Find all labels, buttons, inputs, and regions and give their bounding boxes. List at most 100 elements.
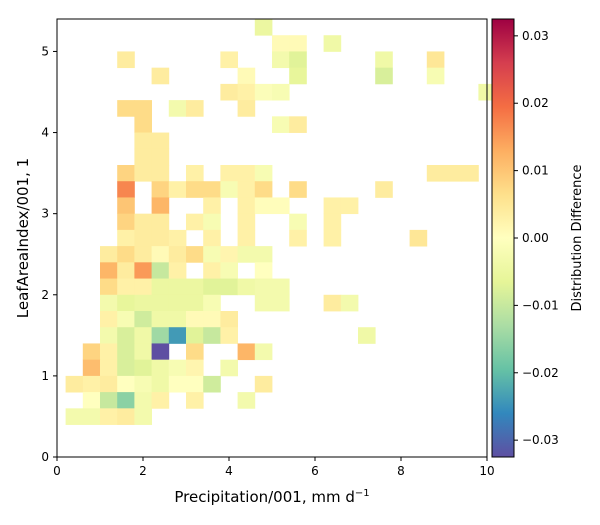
- heatmap-cell: [117, 165, 135, 182]
- heatmap-cell: [134, 116, 152, 133]
- heatmap-cell: [117, 392, 135, 409]
- heatmap-cell: [220, 83, 238, 101]
- heatmap-cell: [203, 375, 221, 393]
- y-tick-label: 4: [41, 126, 49, 140]
- heatmap-cell: [254, 278, 273, 296]
- heatmap-cell: [323, 197, 342, 215]
- colorbar-label: Distribution Difference: [570, 165, 585, 312]
- heatmap-cell: [444, 165, 462, 182]
- heatmap-cell: [186, 311, 204, 328]
- heatmap-cell: [134, 148, 152, 166]
- heatmap-cell: [254, 262, 273, 279]
- heatmap-cell: [203, 213, 221, 231]
- heatmap-cell: [203, 246, 221, 263]
- colorbar-tick-label: 0.00: [522, 231, 549, 245]
- heatmap-cell: [117, 197, 135, 215]
- heatmap-cell: [117, 246, 135, 263]
- plot-frame: [56, 18, 488, 458]
- heatmap-cell: [100, 408, 118, 425]
- heatmap-cell: [254, 246, 273, 263]
- heatmap-cell: [134, 392, 152, 409]
- heatmap-cell: [323, 35, 342, 52]
- y-tick-label: 3: [41, 207, 49, 221]
- heatmap-cell: [237, 100, 256, 117]
- heatmap-cell: [254, 343, 273, 361]
- heatmap-cell: [151, 132, 170, 150]
- heatmap-cell: [151, 67, 170, 85]
- heatmap-cell: [151, 165, 170, 182]
- heatmap-cell: [100, 359, 118, 377]
- heatmap-cell: [272, 294, 290, 312]
- y-tick-label: 5: [41, 44, 49, 58]
- heatmap-cell: [254, 83, 273, 101]
- heatmap-cell: [168, 327, 187, 344]
- heatmap-cell: [100, 392, 118, 409]
- heatmap-cell: [151, 359, 170, 377]
- colorbar-tick-label: −0.01: [522, 298, 559, 312]
- heatmap-cell: [117, 278, 135, 296]
- heatmap-cell: [82, 392, 101, 409]
- heatmap-cell: [254, 294, 273, 312]
- heatmap-cell: [186, 294, 204, 312]
- heatmap-cell: [220, 262, 238, 279]
- heatmap-cell: [186, 100, 204, 117]
- heatmap-cell: [168, 359, 187, 377]
- heatmap-cell: [272, 116, 290, 133]
- heatmap-cell: [254, 375, 273, 393]
- colorbar-tick-label: 0.02: [522, 96, 549, 110]
- heatmap-cell: [134, 278, 152, 296]
- heatmap-cell: [117, 181, 135, 198]
- heatmap-cell: [117, 229, 135, 247]
- heatmap-cell: [186, 213, 204, 231]
- heatmap-cell: [340, 294, 359, 312]
- heatmap-cell: [203, 181, 221, 198]
- heatmap-cell: [65, 375, 84, 393]
- heatmap-cell: [237, 392, 256, 409]
- heatmap-cell: [220, 311, 238, 328]
- heatmap-cell: [272, 51, 290, 69]
- colorbar-tick-label: −0.02: [522, 366, 559, 380]
- colorbar: [491, 18, 515, 458]
- heatmap-cell: [168, 278, 187, 296]
- heatmap-cell: [134, 375, 152, 393]
- heatmap-cell: [117, 359, 135, 377]
- heatmap-cell: [151, 311, 170, 328]
- heatmap-cell: [117, 100, 135, 117]
- x-tick-label: 2: [139, 464, 147, 478]
- heatmap-cell: [461, 165, 479, 182]
- heatmap-cell: [100, 294, 118, 312]
- heatmap-cell: [100, 375, 118, 393]
- heatmap-cell: [426, 67, 445, 85]
- heatmap-cell: [289, 229, 307, 247]
- heatmap-cell: [323, 294, 342, 312]
- x-tick-label: 8: [397, 464, 405, 478]
- heatmap-cell: [186, 278, 204, 296]
- heatmap-cell: [220, 246, 238, 263]
- heatmap-cell: [375, 67, 393, 85]
- x-tick-label: 4: [225, 464, 233, 478]
- heatmap-cell: [134, 408, 152, 425]
- heatmap-cell: [203, 262, 221, 279]
- heatmap-cell: [237, 67, 256, 85]
- heatmap-cell: [237, 213, 256, 231]
- heatmap-cell: [409, 229, 428, 247]
- heatmap-cell: [358, 327, 376, 344]
- colorbar-tick-label: 0.01: [522, 164, 549, 178]
- heatmap-cell: [134, 343, 152, 361]
- heatmap-cell: [375, 51, 393, 69]
- heatmap-cell: [117, 294, 135, 312]
- y-axis-label: LeafAreaIndex/001, 1: [14, 158, 32, 318]
- heatmap-cell: [117, 375, 135, 393]
- heatmap-cell: [220, 51, 238, 69]
- y-tick-label: 2: [41, 288, 49, 302]
- heatmap-cell: [203, 197, 221, 215]
- heatmap-cell: [151, 229, 170, 247]
- heatmap-cell: [203, 311, 221, 328]
- heatmap-cell: [186, 246, 204, 263]
- heatmap-cell: [100, 278, 118, 296]
- y-axis: 0 1 2 3 4 5: [41, 44, 57, 464]
- heatmap-cell: [168, 311, 187, 328]
- heatmap-cell: [186, 392, 204, 409]
- heatmap-cell: [272, 83, 290, 101]
- heatmap-cell: [220, 181, 238, 198]
